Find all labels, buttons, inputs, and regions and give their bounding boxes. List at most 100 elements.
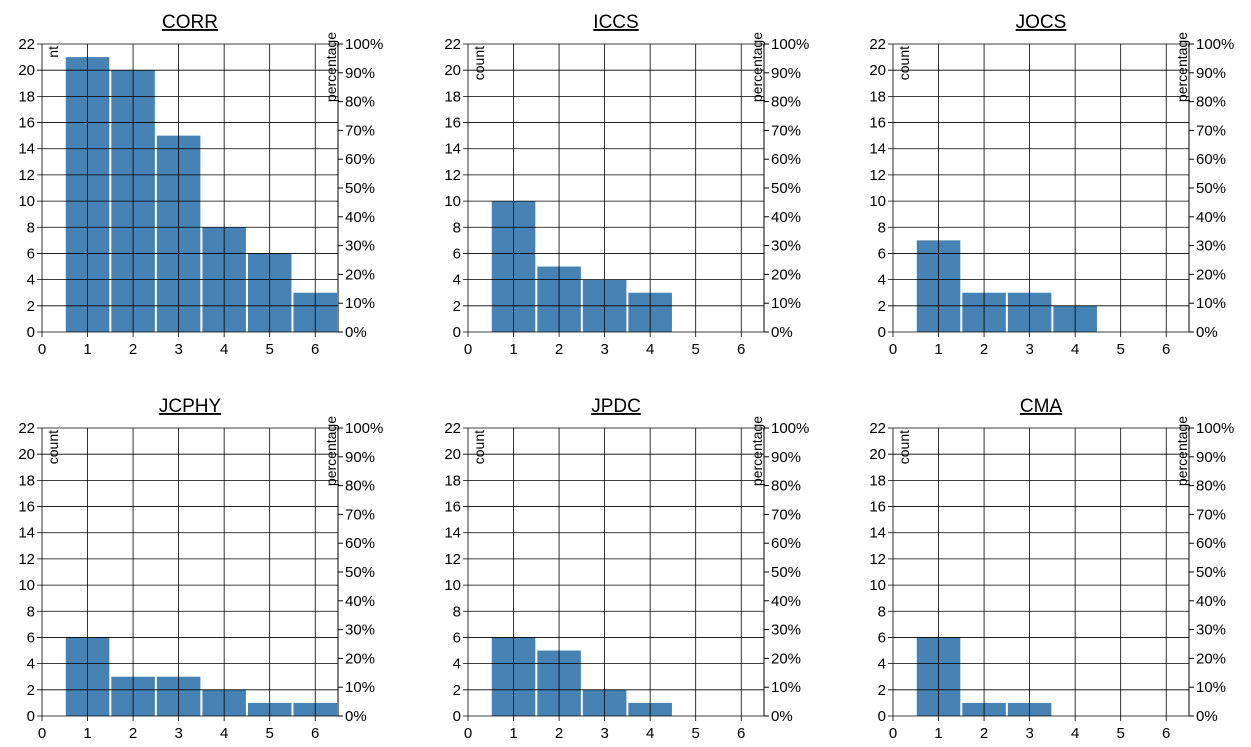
y2-tick-label: 10% — [771, 295, 801, 312]
y-tick-label: 12 — [444, 551, 461, 568]
y2-tick-label: 60% — [1196, 151, 1226, 168]
y2-tick-label: 10% — [771, 679, 801, 696]
y2-tick-label: 90% — [1196, 65, 1226, 82]
chart-title: CMA — [1020, 396, 1063, 417]
y-tick-label: 18 — [444, 472, 461, 489]
y2-tick-label: 20% — [1196, 650, 1226, 667]
y-tick-label: 4 — [453, 656, 461, 673]
y-tick-label: 22 — [18, 36, 35, 53]
y-tick-label: 16 — [869, 499, 886, 516]
x-tick-label: 1 — [509, 341, 517, 358]
chart-title: CORR — [162, 12, 218, 33]
y-tick-label: 0 — [27, 324, 35, 341]
y2-tick-label: 70% — [1196, 506, 1226, 523]
y-tick-label: 2 — [878, 682, 886, 699]
x-tick-label: 2 — [129, 725, 137, 742]
y-tick-label: 10 — [869, 577, 886, 594]
x-tick-label: 0 — [38, 725, 46, 742]
y-tick-label: 8 — [453, 219, 461, 236]
y-tick-label: 18 — [18, 472, 35, 489]
y-tick-label: 2 — [878, 298, 886, 315]
y2-tick-label: 100% — [345, 420, 383, 437]
y-tick-label: 0 — [878, 324, 886, 341]
y2-axis-label: percentage — [323, 416, 339, 486]
y-tick-label: 2 — [453, 682, 461, 699]
x-tick-label: 2 — [980, 725, 988, 742]
y2-tick-label: 90% — [771, 449, 801, 466]
y2-tick-label: 80% — [771, 478, 801, 495]
x-tick-label: 5 — [266, 725, 274, 742]
y2-tick-label: 30% — [771, 622, 801, 639]
y-tick-label: 22 — [444, 36, 461, 53]
y-axis-label: count — [471, 46, 487, 80]
y-tick-label: 14 — [869, 141, 886, 158]
x-tick-label: 1 — [509, 725, 517, 742]
y-tick-label: 6 — [453, 245, 461, 262]
y-tick-label: 2 — [453, 298, 461, 315]
y2-tick-label: 100% — [771, 36, 809, 53]
x-tick-label: 3 — [600, 341, 608, 358]
y2-tick-label: 40% — [771, 593, 801, 610]
y2-tick-label: 80% — [1196, 478, 1226, 495]
y-tick-label: 12 — [869, 551, 886, 568]
y-tick-label: 14 — [444, 525, 461, 542]
y-tick-label: 0 — [878, 708, 886, 725]
x-tick-label: 4 — [646, 725, 654, 742]
y-tick-label: 18 — [18, 88, 35, 105]
x-tick-label: 4 — [1071, 725, 1079, 742]
y-tick-label: 10 — [444, 193, 461, 210]
y2-tick-label: 30% — [1196, 238, 1226, 255]
y-tick-label: 6 — [878, 629, 886, 646]
y-tick-label: 16 — [444, 499, 461, 516]
x-tick-label: 6 — [311, 341, 319, 358]
x-tick-label: 3 — [1025, 341, 1033, 358]
x-tick-label: 2 — [555, 341, 563, 358]
y2-tick-label: 20% — [345, 266, 375, 283]
y2-axis-label: percentage — [1174, 416, 1190, 486]
y2-tick-label: 90% — [345, 65, 375, 82]
x-tick-label: 4 — [1071, 341, 1079, 358]
y-tick-label: 14 — [18, 141, 35, 158]
y-tick-label: 6 — [878, 245, 886, 262]
y2-tick-label: 90% — [1196, 449, 1226, 466]
y-tick-label: 20 — [18, 446, 35, 463]
y-tick-label: 22 — [444, 420, 461, 437]
y-tick-label: 20 — [444, 62, 461, 79]
x-tick-label: 3 — [174, 341, 182, 358]
x-tick-label: 5 — [1117, 341, 1125, 358]
y2-tick-label: 30% — [345, 238, 375, 255]
x-tick-label: 4 — [220, 341, 228, 358]
y-tick-label: 20 — [869, 446, 886, 463]
y-tick-label: 2 — [27, 682, 35, 699]
x-tick-label: 2 — [555, 725, 563, 742]
y-axis-label: count — [896, 46, 912, 80]
x-tick-label: 1 — [83, 725, 91, 742]
y-axis-label: count — [45, 430, 61, 464]
y2-tick-label: 80% — [771, 94, 801, 111]
x-tick-label: 5 — [692, 341, 700, 358]
y2-tick-label: 80% — [345, 94, 375, 111]
y2-tick-label: 30% — [1196, 622, 1226, 639]
y-tick-label: 20 — [869, 62, 886, 79]
y-tick-label: 18 — [444, 88, 461, 105]
y-tick-label: 8 — [27, 603, 35, 620]
y2-tick-label: 0% — [345, 324, 367, 341]
y-tick-label: 4 — [878, 656, 886, 673]
x-tick-label: 6 — [1162, 725, 1170, 742]
y-axis-label: count — [471, 430, 487, 464]
y2-tick-label: 0% — [771, 324, 793, 341]
y2-tick-label: 0% — [771, 708, 793, 725]
y-tick-label: 8 — [27, 219, 35, 236]
y-tick-label: 12 — [869, 167, 886, 184]
x-tick-label: 5 — [266, 341, 274, 358]
y-tick-label: 6 — [27, 629, 35, 646]
y2-tick-label: 100% — [771, 420, 809, 437]
y2-tick-label: 60% — [345, 151, 375, 168]
y2-tick-label: 10% — [1196, 295, 1226, 312]
y2-tick-label: 50% — [1196, 180, 1226, 197]
y-tick-label: 4 — [878, 272, 886, 289]
y2-axis-label: percentage — [749, 32, 765, 102]
